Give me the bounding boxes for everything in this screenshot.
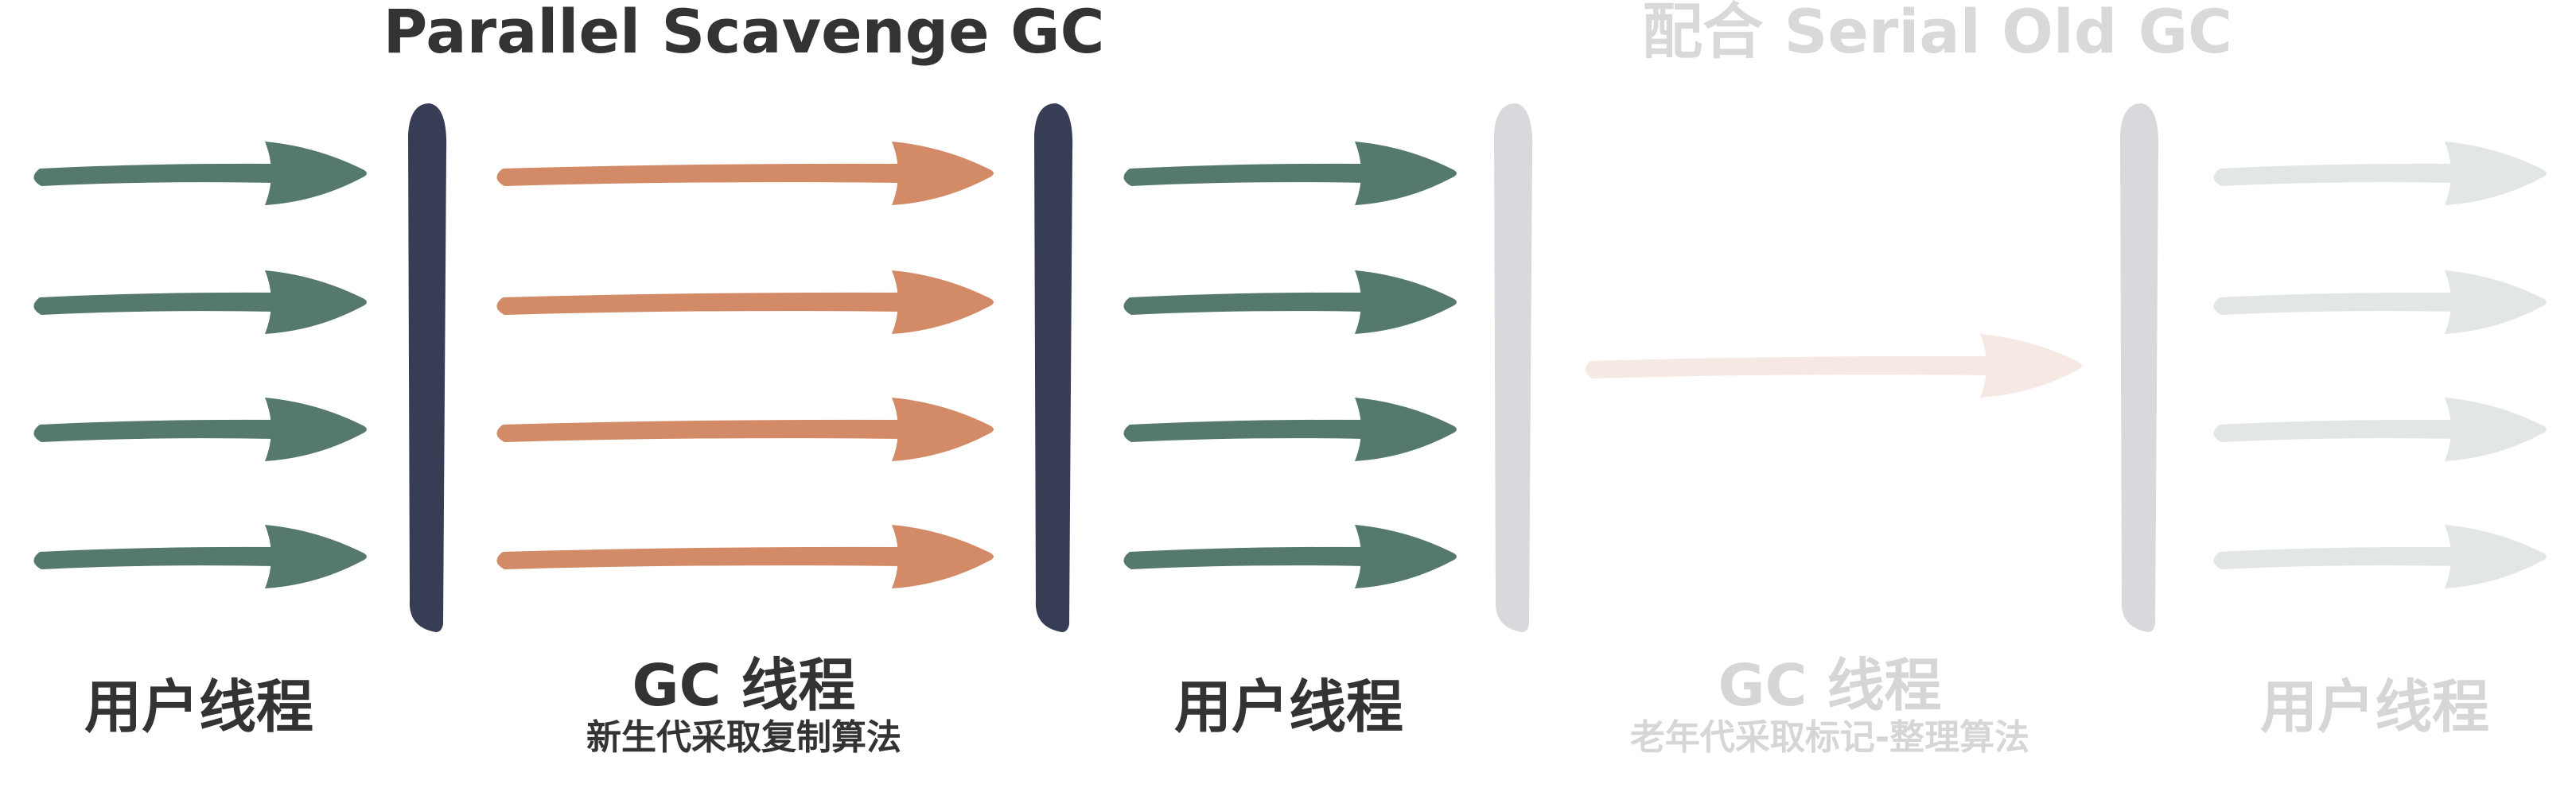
gc-thread-arrow-young-4 [496, 525, 994, 588]
user-thread-arrow-1-3 [33, 398, 367, 461]
user-thread-arrow-2-2 [1123, 270, 1457, 334]
label-gc-threads-young: GC 线程 [632, 652, 856, 719]
user-thread-arrow-2-4 [1123, 525, 1457, 588]
stw-barrier-2 [1034, 103, 1073, 632]
label-user-threads-3: 用户线程 [2259, 673, 2490, 740]
label-user-threads-1: 用户线程 [84, 673, 314, 740]
user-thread-arrow-2-1 [1123, 142, 1457, 205]
label-young-gen-algorithm: 新生代采取复制算法 [586, 717, 901, 758]
stw-barrier-4 [2120, 103, 2159, 632]
barriers-layer [408, 103, 2159, 632]
user-thread-arrow-3-1 [2213, 142, 2547, 205]
user-thread-arrow-2-3 [1123, 398, 1457, 461]
title-serial-old: 配合 Serial Old GC [1642, 0, 2232, 67]
arrows-layer [33, 142, 2547, 588]
gc-thread-arrow-young-1 [496, 142, 994, 205]
label-gc-threads-old: GC 线程 [1718, 652, 1942, 719]
user-thread-arrow-3-2 [2213, 270, 2547, 334]
title-parallel-scavenge: Parallel Scavenge GC [383, 0, 1105, 67]
user-thread-arrow-3-4 [2213, 525, 2547, 588]
label-user-threads-2: 用户线程 [1173, 673, 1404, 740]
user-thread-arrow-3-3 [2213, 398, 2547, 461]
stw-barrier-1 [408, 103, 447, 632]
label-old-gen-algorithm: 老年代采取标记-整理算法 [1629, 717, 2030, 758]
gc-thread-arrow-young-2 [496, 270, 994, 334]
gc-thread-arrow-old [1585, 334, 2082, 398]
user-thread-arrow-1-2 [33, 270, 367, 334]
gc-thread-arrow-young-3 [496, 398, 994, 461]
stw-barrier-3 [1494, 103, 1533, 632]
user-thread-arrow-1-1 [33, 142, 367, 205]
user-thread-arrow-1-4 [33, 525, 367, 588]
